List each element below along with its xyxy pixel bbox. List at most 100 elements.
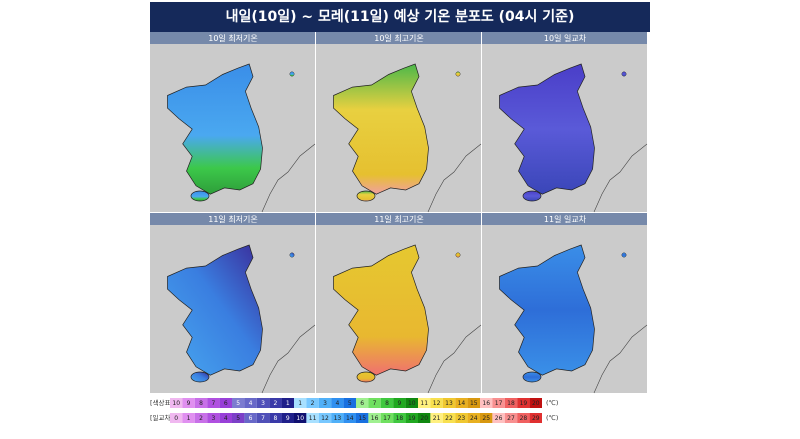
jeju-island [522,371,542,383]
legend-swatch [529,398,542,408]
panel-header [316,32,481,44]
legend-swatch [281,413,294,423]
legend-swatch [405,413,418,423]
dokdo [621,252,627,258]
legend-swatch [418,398,431,408]
legend-value: 4 [335,400,339,407]
legend-value: 7 [211,400,215,407]
legend-value: 20 [420,415,428,422]
dokdo [621,71,627,77]
legend-swatch [380,398,394,408]
legend-value: 16 [371,415,379,422]
panel-header [482,213,647,225]
legend-swatch [504,413,518,423]
dokdo [289,252,295,258]
legend-value: 10 [296,415,304,422]
jeju-island [190,190,210,202]
title: 내일(10일) ~ 모레(11일) 예상 기온 분포도 (04시 기준) [226,9,575,25]
legend-unit: (℃) [546,414,558,422]
legend-swatch [170,398,183,408]
legend-value: 19 [408,415,416,422]
legend-swatch [306,398,319,408]
legend-swatch [232,398,245,408]
legend-swatch [207,398,220,408]
legend-value: 19 [520,400,528,407]
legend-swatch [430,413,443,423]
legend-value: 24 [470,415,478,422]
panel-header [150,213,315,225]
legend-label: [일교차] [150,413,173,422]
japan-coast [427,143,482,213]
japan-coast [593,143,648,213]
legend-value: 9 [286,415,290,422]
japan-coast [593,324,648,394]
legend-value: 5 [348,400,352,407]
panel-header [482,32,647,44]
legend-value: 15 [470,400,478,407]
legend-value: 2 [311,400,315,407]
panel-header [150,32,315,44]
legend-value: 13 [445,400,453,407]
legend-value: 7 [261,415,265,422]
legend-value: 13 [334,415,342,422]
legend-swatch [455,398,468,408]
legend-swatch [281,398,294,408]
legend-swatch [467,398,480,408]
legend-swatch [194,413,208,423]
legend-swatch [318,398,332,408]
legend-swatch [492,398,505,408]
legend-value: 16 [482,400,490,407]
legend-value: 4 [249,400,253,407]
legend-value: 18 [396,415,404,422]
legend-value: 28 [520,415,528,422]
legend-swatch [405,398,418,408]
legend-value: 7 [373,400,377,407]
legend-value: 9 [397,400,401,407]
legend-value: 11 [309,415,317,422]
korea-land [167,63,263,195]
legend-label: [색상표] [150,398,173,407]
legend-swatch [269,398,282,408]
legend-swatch [194,398,208,408]
legend-value: 1 [187,415,191,422]
jeju-island [356,371,376,383]
legend-value: 29 [532,415,540,422]
legend-value: 25 [482,415,490,422]
title-bar [150,2,650,32]
legend-swatch [529,413,542,423]
panel-title: 11일 최고기온 [374,214,424,224]
legend-value: 21 [433,415,441,422]
legend-swatch [343,413,356,423]
legend-value: 14 [346,415,354,422]
legend-value: 8 [273,415,277,422]
legend-swatch [232,413,245,423]
legend-value: 3 [211,415,215,422]
legend-value: 6 [249,415,253,422]
korea-land [499,244,595,376]
panel-title: 11일 일교차 [544,215,587,224]
korea-land [499,63,595,195]
panel-title: 10일 일교차 [544,34,587,43]
korea-land [333,244,429,376]
panel-header [316,213,481,225]
legend-swatch [294,398,307,408]
legend-swatch [331,413,344,423]
japan-coast [261,324,316,394]
panel-title: 10일 최저기온 [208,33,258,43]
legend-value: 12 [433,400,441,407]
legend-value: 10 [408,400,416,407]
legend-value: 17 [383,415,391,422]
legend-swatch [182,413,195,423]
japan-coast [261,143,316,213]
legend-swatch [393,398,406,408]
legend-swatch [480,413,493,423]
legend-swatch [442,413,456,423]
legend-value: 11 [420,400,428,407]
legend-value: 1 [298,400,302,407]
legend-swatch [294,413,307,423]
legend-value: 5 [236,400,240,407]
jeju-island [190,371,210,383]
legend-swatch [244,398,257,408]
japan-coast [427,324,482,394]
legend-value: 6 [224,400,228,407]
